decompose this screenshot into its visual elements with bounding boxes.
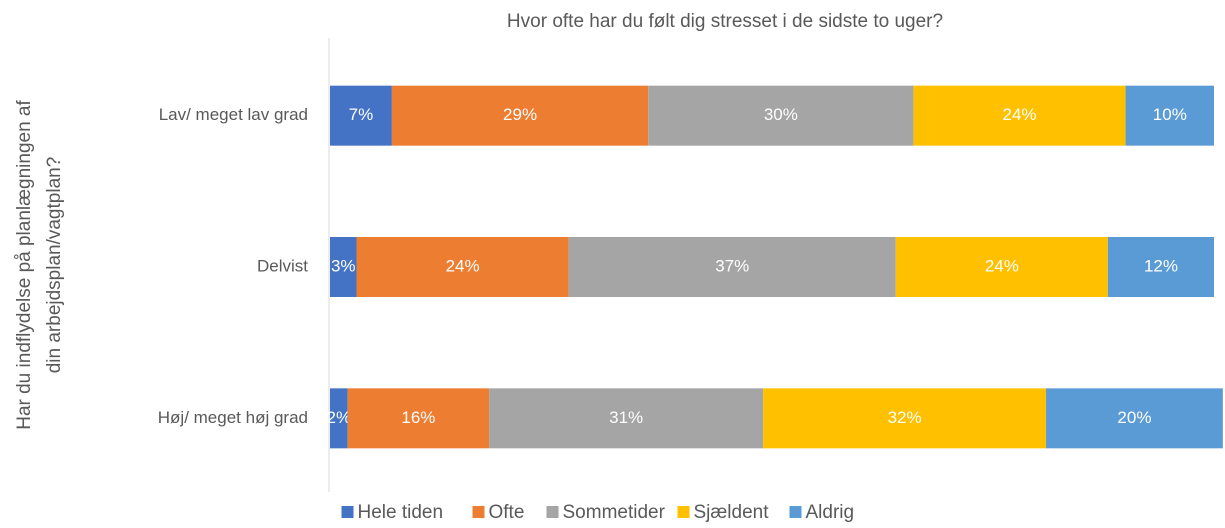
data-label: 16%	[401, 408, 435, 427]
data-label: 12%	[1144, 256, 1178, 275]
legend-label: Sommetider	[563, 502, 666, 523]
bar-segment	[648, 85, 914, 146]
y-axis-title: Har du indflydelse på planlægningen af	[14, 100, 35, 430]
data-label: 24%	[985, 256, 1019, 275]
data-label: 7%	[349, 105, 374, 124]
bar-segment	[330, 388, 348, 449]
legend-label: Hele tiden	[358, 502, 444, 523]
data-label: 20%	[1117, 408, 1151, 427]
bar-segment	[1125, 85, 1214, 146]
bar-segment	[356, 237, 569, 297]
bar-segment	[391, 85, 649, 146]
data-label: 31%	[609, 408, 643, 427]
y-tick-label: Delvist	[257, 256, 308, 275]
bar-segment	[568, 237, 896, 297]
legend-swatch	[677, 506, 690, 518]
legend-label: Sjældent	[694, 502, 770, 523]
bar-segment	[895, 237, 1108, 297]
bar-segment	[1107, 237, 1214, 297]
bar-segment	[347, 388, 490, 449]
bar-segment	[489, 388, 764, 449]
legend-swatch	[546, 506, 559, 518]
bar-segment	[330, 237, 357, 297]
data-label: 2%	[327, 408, 352, 427]
chart-title: Hvor ofte har du følt dig stresset i de …	[507, 11, 943, 32]
y-axis-title: din arbejdsplan/vagtplan?	[44, 157, 65, 374]
bar-segment	[1046, 388, 1223, 449]
data-label: 37%	[715, 256, 749, 275]
y-tick-label: Høj/ meget høj grad	[158, 408, 308, 427]
legend-label: Aldrig	[806, 502, 855, 523]
y-tick-label: Lav/ meget lav grad	[159, 105, 308, 124]
data-label: 30%	[764, 105, 798, 124]
bar-segment	[330, 85, 392, 146]
legend-swatch	[789, 506, 802, 518]
legend-swatch	[472, 506, 485, 518]
bar-segment	[763, 388, 1047, 449]
data-label: 32%	[888, 408, 922, 427]
legend-label: Ofte	[489, 502, 525, 523]
data-label: 24%	[446, 256, 480, 275]
data-label: 10%	[1153, 105, 1187, 124]
bar-segment	[913, 85, 1126, 146]
data-label: 29%	[503, 105, 537, 124]
data-label: 3%	[331, 256, 356, 275]
data-label: 24%	[1003, 105, 1037, 124]
legend-swatch	[341, 506, 354, 518]
